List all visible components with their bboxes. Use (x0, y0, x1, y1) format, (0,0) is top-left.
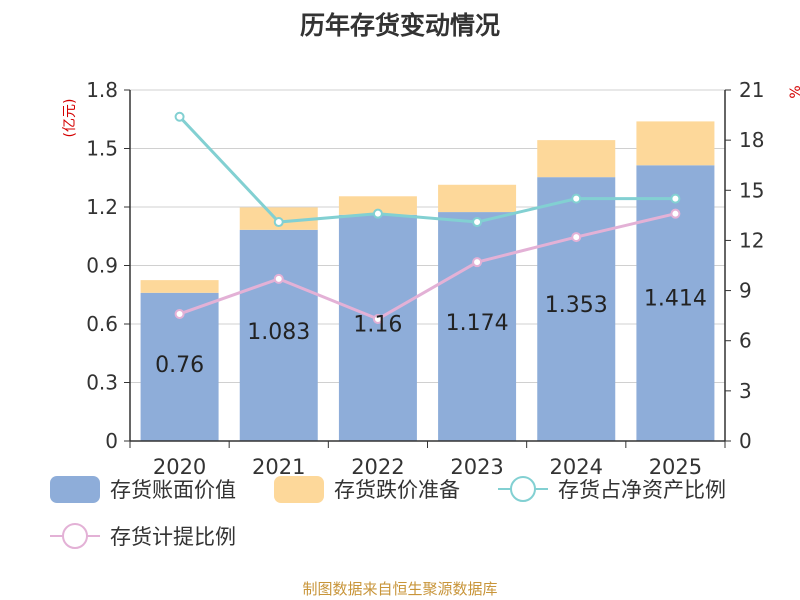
x-tick-label: 2025 (649, 455, 702, 479)
right-tick-label: 12 (739, 228, 764, 252)
x-tick-label: 2021 (252, 455, 305, 479)
left-tick-label: 1.5 (86, 137, 118, 161)
bar-book-value (537, 177, 616, 442)
bar-value-label: 1.083 (247, 320, 310, 345)
line-point (174, 308, 185, 319)
axes: 0 0.3 0.6 0.9 1.2 1.5 1.8 0 3 6 9 12 15 18 21 (亿元)% 2020… (62, 78, 800, 479)
bar-impairment-reserve (438, 184, 517, 213)
data-labels: 0.76 1.083 1.16 1.174 1.353 1.414 (155, 287, 707, 378)
right-tick-label: 3 (739, 379, 752, 403)
line-point (174, 111, 185, 122)
legend-book-value-label: 存货账面价值 (110, 478, 236, 502)
bar-impairment-reserve (338, 196, 417, 215)
left-tick-label: 1.2 (86, 195, 118, 219)
bar-impairment-reserve (636, 121, 715, 166)
left-tick-label: 1.8 (86, 78, 118, 102)
bars (140, 121, 715, 442)
line-provision-ratio (179, 212, 676, 321)
line-point (372, 208, 383, 219)
bar-book-value (239, 229, 318, 441)
x-tick-label: 2023 (450, 455, 503, 479)
bar-value-label: 1.174 (446, 311, 509, 336)
line-point (670, 208, 681, 219)
chart-title: 历年存货变动情况 (299, 11, 500, 40)
right-tick-label: 0 (739, 429, 752, 453)
source-note: 制图数据来自恒生聚源数据库 (302, 580, 498, 598)
legend-provision-ratio-label: 存货计提比例 (110, 525, 236, 549)
right-tick-label: 9 (739, 279, 752, 303)
bar-impairment-reserve (140, 280, 219, 293)
right-tick-label: 15 (739, 178, 764, 202)
line-point (273, 217, 284, 228)
gridlines (130, 89, 725, 383)
legend-impairment-reserve-swatch (274, 476, 324, 503)
right-tick-label: 21 (739, 78, 764, 102)
line-point (571, 232, 582, 243)
x-tick-label: 2020 (153, 455, 206, 479)
legend-net-asset-ratio-label: 存货占净资产比例 (558, 478, 726, 502)
line-point (670, 193, 681, 204)
left-tick-label: 0.9 (86, 254, 118, 278)
right-tick-label: 18 (739, 128, 764, 152)
x-tick-label: 2024 (550, 455, 603, 479)
left-axis-unit: (亿元) (62, 99, 78, 138)
legend-book-value-swatch (50, 476, 100, 503)
legend-provision-ratio-swatch-marker (62, 523, 88, 549)
bar-book-value (438, 212, 517, 441)
bar-impairment-reserve (537, 140, 616, 178)
line-net-asset-ratio (178, 115, 676, 224)
bar-value-label: 1.353 (545, 293, 608, 318)
left-tick-label: 0.3 (86, 371, 118, 395)
bar-book-value (338, 214, 417, 441)
line-point (273, 273, 284, 284)
legend-impairment-reserve-label: 存货跌价准备 (334, 478, 460, 502)
bar-value-label: 1.414 (644, 287, 707, 312)
line-point (571, 193, 582, 204)
legend-net-asset-ratio-swatch-marker (510, 476, 536, 502)
line-point (372, 313, 383, 324)
line-point (472, 257, 483, 268)
left-tick-label: 0.6 (86, 312, 118, 336)
line-point (472, 217, 483, 228)
left-tick-label: 0 (105, 429, 118, 453)
x-tick-label: 2022 (351, 455, 404, 479)
lines (174, 111, 681, 324)
bar-value-label: 1.16 (353, 312, 402, 337)
right-axis-unit: % (788, 85, 800, 98)
bar-value-label: 0.76 (155, 353, 204, 378)
right-tick-label: 6 (739, 329, 752, 353)
